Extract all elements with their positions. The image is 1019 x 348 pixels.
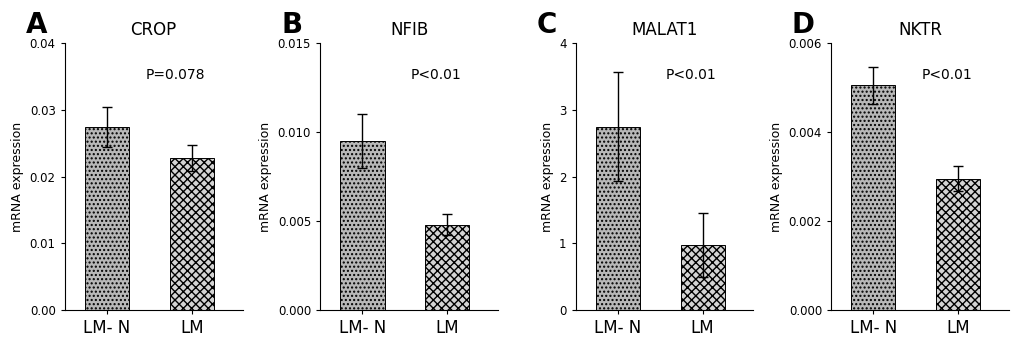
Y-axis label: mRNA expression: mRNA expression	[769, 121, 783, 232]
Text: P<0.01: P<0.01	[410, 68, 461, 82]
Bar	[680, 245, 723, 310]
Bar	[85, 127, 129, 310]
Text: D: D	[791, 11, 814, 39]
Title: NFIB: NFIB	[389, 21, 428, 39]
Bar	[425, 224, 469, 310]
Bar	[169, 158, 214, 310]
Text: B: B	[281, 11, 302, 39]
Bar	[935, 179, 979, 310]
Text: C: C	[536, 11, 556, 39]
Y-axis label: mRNA expression: mRNA expression	[259, 121, 272, 232]
Bar	[595, 127, 639, 310]
Bar	[851, 86, 895, 310]
Title: NKTR: NKTR	[897, 21, 942, 39]
Text: P=0.078: P=0.078	[145, 68, 205, 82]
Title: CROP: CROP	[130, 21, 176, 39]
Bar	[340, 141, 384, 310]
Y-axis label: mRNA expression: mRNA expression	[11, 121, 24, 232]
Title: MALAT1: MALAT1	[631, 21, 697, 39]
Text: P<0.01: P<0.01	[920, 68, 971, 82]
Text: P<0.01: P<0.01	[665, 68, 716, 82]
Y-axis label: mRNA expression: mRNA expression	[540, 121, 553, 232]
Text: A: A	[25, 11, 47, 39]
